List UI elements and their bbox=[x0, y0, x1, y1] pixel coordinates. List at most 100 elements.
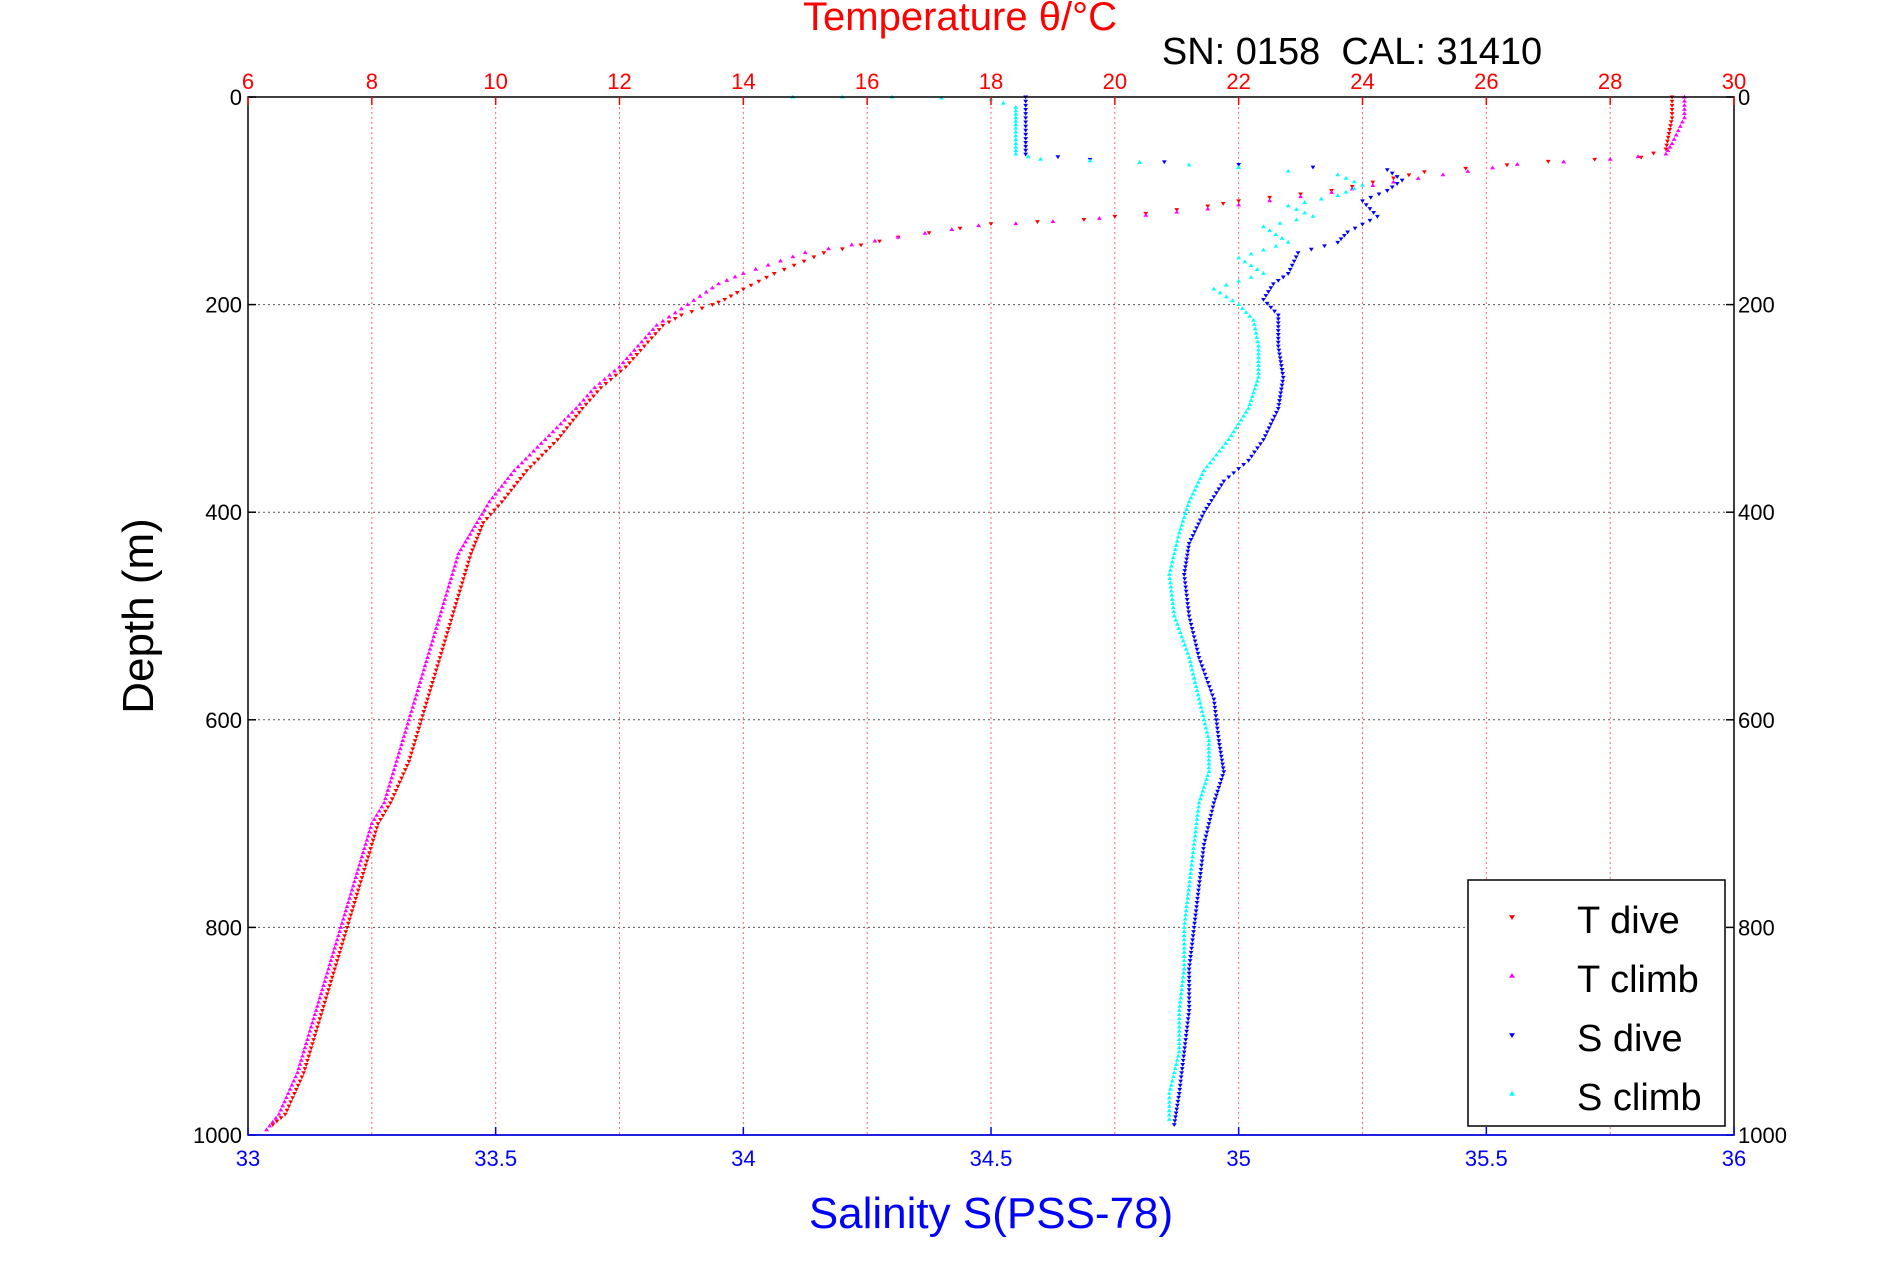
data-point bbox=[1179, 634, 1185, 639]
data-point bbox=[1295, 251, 1301, 256]
data-point bbox=[476, 532, 482, 537]
data-point bbox=[567, 422, 573, 427]
data-point bbox=[385, 805, 391, 810]
data-point bbox=[1285, 203, 1291, 208]
data-point bbox=[303, 1062, 309, 1067]
data-point bbox=[1675, 128, 1681, 133]
data-point bbox=[1285, 168, 1291, 173]
data-point bbox=[643, 335, 648, 340]
data-point bbox=[1279, 368, 1285, 372]
data-point bbox=[1013, 111, 1019, 116]
data-point bbox=[1013, 148, 1019, 153]
data-point bbox=[378, 818, 383, 822]
data-point bbox=[527, 452, 533, 457]
data-point bbox=[1184, 900, 1190, 904]
data-point bbox=[395, 784, 401, 789]
data-point bbox=[1212, 705, 1218, 710]
data-point bbox=[558, 421, 564, 426]
data-point bbox=[1173, 1111, 1179, 1116]
data-point bbox=[511, 468, 517, 473]
data-point bbox=[1310, 213, 1316, 218]
data-point bbox=[490, 495, 495, 500]
data-point bbox=[1191, 635, 1197, 640]
data-point bbox=[432, 672, 438, 677]
data-point bbox=[1192, 917, 1198, 922]
tick-label-temp: 12 bbox=[607, 69, 631, 94]
data-point bbox=[1252, 450, 1257, 455]
data-point bbox=[423, 659, 429, 664]
data-point bbox=[1293, 255, 1299, 260]
data-point bbox=[1189, 667, 1195, 672]
data-point bbox=[1167, 567, 1173, 572]
data-point bbox=[740, 271, 746, 275]
data-point bbox=[508, 472, 514, 477]
data-point bbox=[1204, 676, 1209, 681]
data-point bbox=[1172, 1066, 1178, 1071]
data-point bbox=[546, 433, 552, 438]
data-point bbox=[1238, 417, 1244, 422]
data-point bbox=[453, 559, 459, 564]
data-point bbox=[594, 390, 600, 395]
data-point bbox=[1406, 173, 1412, 178]
data-point bbox=[297, 1079, 303, 1084]
data-point bbox=[401, 734, 407, 738]
data-point bbox=[285, 1091, 291, 1095]
data-point bbox=[1198, 867, 1204, 872]
data-point bbox=[645, 340, 651, 345]
data-point bbox=[1291, 259, 1297, 264]
data-point bbox=[331, 949, 336, 954]
data-point bbox=[1180, 638, 1186, 643]
data-point bbox=[354, 892, 360, 897]
data-point bbox=[591, 394, 596, 399]
data-point bbox=[402, 729, 408, 734]
data-point bbox=[569, 409, 575, 414]
data-point bbox=[1055, 155, 1061, 160]
data-point bbox=[1195, 896, 1200, 901]
data-point bbox=[1669, 112, 1675, 117]
data-point bbox=[1256, 347, 1261, 352]
legend-label-t-climb: T climb bbox=[1577, 959, 1699, 1001]
data-point bbox=[447, 580, 453, 585]
data-point bbox=[1184, 597, 1190, 602]
data-point bbox=[1265, 290, 1271, 295]
data-point bbox=[555, 438, 560, 442]
data-point bbox=[1181, 941, 1187, 946]
data-point bbox=[1302, 210, 1308, 215]
series-s-dive bbox=[1023, 95, 1405, 1128]
data-point bbox=[376, 808, 382, 813]
data-point bbox=[584, 393, 590, 398]
data-point bbox=[1183, 908, 1189, 913]
data-point bbox=[1278, 391, 1284, 396]
data-point bbox=[449, 572, 455, 576]
data-point bbox=[1275, 406, 1281, 411]
data-point bbox=[1213, 793, 1219, 798]
data-point bbox=[1112, 214, 1118, 219]
data-point bbox=[1280, 375, 1286, 380]
data-point bbox=[1247, 313, 1253, 318]
data-point bbox=[1270, 418, 1276, 423]
data-point bbox=[1202, 672, 1208, 677]
data-point bbox=[454, 597, 460, 602]
data-point bbox=[505, 492, 511, 497]
data-point bbox=[1174, 1107, 1180, 1112]
data-point bbox=[1186, 614, 1192, 619]
data-point bbox=[592, 385, 598, 390]
data-point bbox=[270, 1123, 276, 1128]
data-point bbox=[463, 539, 468, 544]
data-point bbox=[374, 812, 380, 817]
tick-label-temp: 24 bbox=[1350, 69, 1374, 94]
data-point bbox=[1341, 233, 1347, 238]
data-point bbox=[1179, 1071, 1185, 1076]
data-point bbox=[1176, 1045, 1182, 1050]
data-point bbox=[1254, 267, 1260, 272]
data-point bbox=[1199, 664, 1205, 669]
data-point bbox=[1668, 124, 1673, 128]
data-point bbox=[1176, 1037, 1182, 1041]
data-point bbox=[1188, 622, 1194, 627]
tick-label-depth-right: 0 bbox=[1738, 85, 1750, 110]
data-point bbox=[1201, 842, 1207, 847]
data-point bbox=[1186, 967, 1192, 972]
data-point bbox=[1185, 503, 1191, 508]
data-point bbox=[1241, 413, 1247, 418]
data-point bbox=[1174, 1057, 1180, 1062]
